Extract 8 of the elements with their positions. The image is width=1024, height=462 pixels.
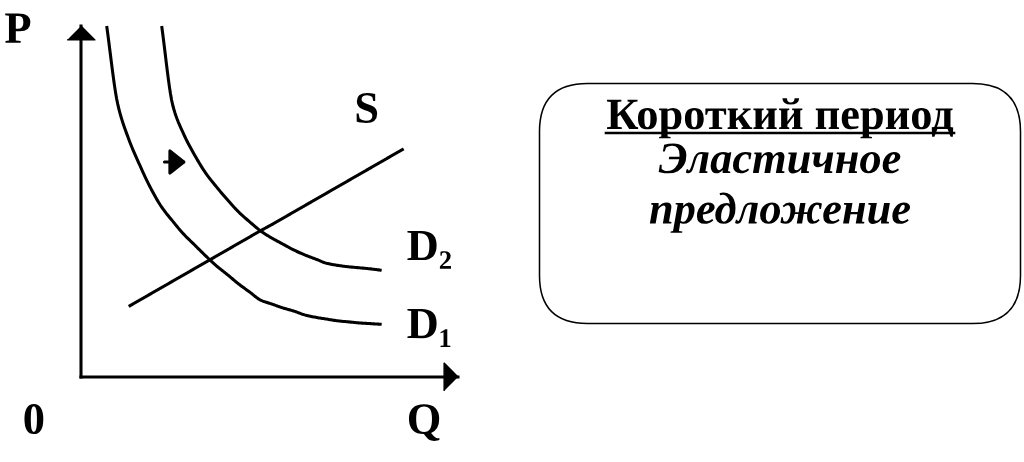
text: 0	[24, 404, 44, 435]
text: Эластичное предложение	[649, 143, 911, 233]
text: Короткий период	[607, 98, 954, 139]
series-label: D₁	[407, 308, 451, 347]
x-axis-title: Q	[408, 404, 440, 441]
y-axis-title: P	[5, 13, 31, 43]
series-label: D₂	[407, 230, 451, 269]
series-label: S	[356, 93, 378, 123]
